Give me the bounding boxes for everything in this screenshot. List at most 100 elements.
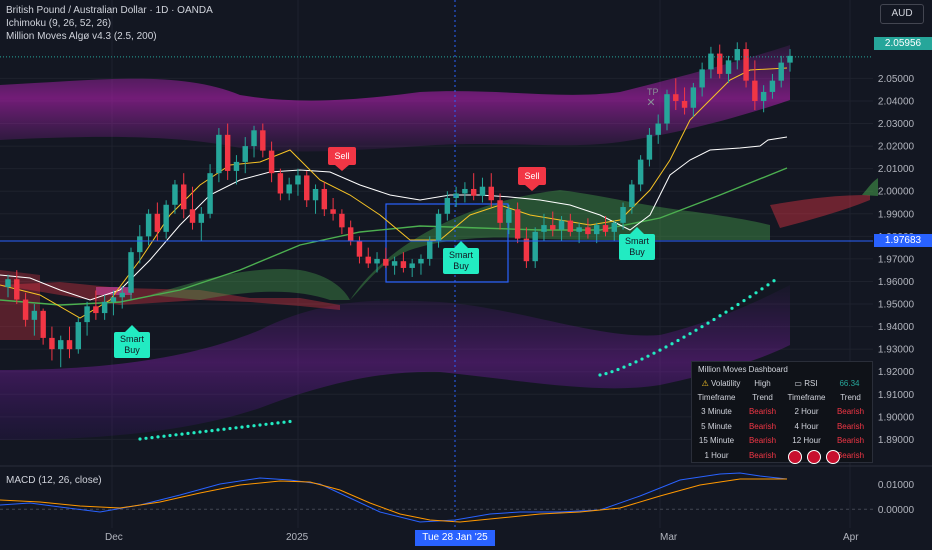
support-dot xyxy=(282,420,286,424)
dashboard-header: Trend xyxy=(840,393,861,402)
candle-down xyxy=(602,216,609,237)
price-tick-label: 1.91000 xyxy=(878,390,915,401)
support-dot xyxy=(646,354,650,358)
candle-body xyxy=(321,188,328,210)
candle-up xyxy=(418,254,424,275)
candle-body xyxy=(602,225,609,232)
smart-buy-line1: Smart xyxy=(624,236,649,246)
candle-body xyxy=(268,150,275,174)
candle-body xyxy=(383,258,389,266)
currency-button[interactable]: AUD xyxy=(880,4,924,24)
candle-body xyxy=(637,159,644,185)
ichimoku-legend[interactable]: Ichimoku (9, 26, 52, 26) xyxy=(6,18,112,29)
support-dot xyxy=(210,429,214,433)
candle-body xyxy=(444,198,451,214)
signal-line xyxy=(0,478,787,523)
support-dot xyxy=(760,287,764,291)
bullish-cloud xyxy=(862,178,878,196)
support-dot xyxy=(264,422,268,426)
candle-up xyxy=(769,73,776,99)
support-dot xyxy=(216,428,220,432)
support-dot xyxy=(604,372,608,376)
buy-arrow xyxy=(630,227,644,234)
candle-body xyxy=(708,53,714,70)
candle-up xyxy=(119,286,125,309)
candle-body xyxy=(172,184,178,205)
candle-body xyxy=(760,91,767,101)
candle-body xyxy=(725,60,732,74)
dashboard-trend: Bearish xyxy=(836,450,865,460)
sell-arrow xyxy=(525,185,539,191)
smart-buy-signal: Smart Buy xyxy=(443,248,479,274)
candle-up xyxy=(646,128,653,167)
crosshair-date: Tue 28 Jan '25 xyxy=(415,530,495,546)
candle-body xyxy=(769,80,776,92)
candle-body xyxy=(5,279,11,288)
volatility-value: High xyxy=(754,379,771,388)
candle-body xyxy=(664,94,670,124)
support-dots xyxy=(138,279,776,441)
dashboard-trend: Bearish xyxy=(836,436,865,445)
candle-body xyxy=(550,225,556,230)
candle-up xyxy=(242,137,248,174)
candle-up xyxy=(233,155,240,185)
time-label: Mar xyxy=(660,532,678,543)
price-tick-label: 1.90000 xyxy=(878,412,915,423)
price-tick-label: 2.00000 xyxy=(878,187,915,198)
support-dot xyxy=(598,373,602,377)
candle-down xyxy=(304,170,310,208)
smart-buy-line1: Smart xyxy=(119,334,144,344)
candle-up xyxy=(286,177,292,201)
support-dot xyxy=(700,325,704,329)
candle-body xyxy=(260,130,266,151)
dashboard-panel: Million Moves Dashboard ⚠ Volatility Hig… xyxy=(691,361,873,464)
algo-bands xyxy=(0,45,790,441)
price-axis[interactable]: 2.05000 2.04000 2.03000 2.02000 2.01000 2.000… xyxy=(878,74,915,446)
candle-body xyxy=(40,310,46,338)
sell-arrow xyxy=(335,165,349,171)
support-dot xyxy=(144,436,148,440)
candle-up xyxy=(453,186,459,208)
buy-arrow xyxy=(454,241,468,248)
candle-up xyxy=(611,220,617,241)
candle-down xyxy=(22,292,29,327)
dashboard-trend: Bearish xyxy=(836,421,865,431)
candle-body xyxy=(532,231,538,262)
macd-legend[interactable]: MACD (12, 26, close) xyxy=(6,475,102,486)
candle-down xyxy=(470,173,477,201)
candle-body xyxy=(646,134,653,160)
support-dot xyxy=(198,430,202,434)
candle-body xyxy=(462,188,468,194)
candle-body xyxy=(49,337,55,350)
support-dot xyxy=(270,422,274,426)
candle-body xyxy=(347,227,354,241)
candle-body xyxy=(137,236,143,253)
macd-tick-label: 0.01000 xyxy=(878,480,915,491)
support-dot xyxy=(682,335,686,339)
candle-down xyxy=(49,326,55,361)
dashboard-header: Trend xyxy=(752,393,773,402)
last-price-tag: 2.05956 xyxy=(874,37,932,50)
dashboard-trend: Bearish xyxy=(748,421,777,431)
candle-body xyxy=(233,161,240,171)
flag-icon xyxy=(807,450,821,464)
candle-up xyxy=(57,335,64,368)
candle-body xyxy=(655,123,661,135)
candle-body xyxy=(57,340,64,350)
candle-body xyxy=(716,53,723,74)
candle-up xyxy=(391,256,398,275)
candle-body xyxy=(523,238,530,262)
candle-down xyxy=(154,202,161,241)
candle-body xyxy=(585,227,591,235)
candle-up xyxy=(541,213,547,241)
algo-legend[interactable]: Million Moves Algø v4.3 (2.5, 200) xyxy=(6,31,157,42)
symbol-title: British Pound / Australian Dollar · 1D ·… xyxy=(6,5,213,16)
candle-up xyxy=(479,177,486,203)
candle-body xyxy=(541,225,547,232)
candle-body xyxy=(681,100,688,108)
dashboard-trend: Bearish xyxy=(836,407,865,416)
candle-body xyxy=(14,279,20,300)
candle-body xyxy=(743,49,749,81)
candle-up xyxy=(31,304,38,336)
